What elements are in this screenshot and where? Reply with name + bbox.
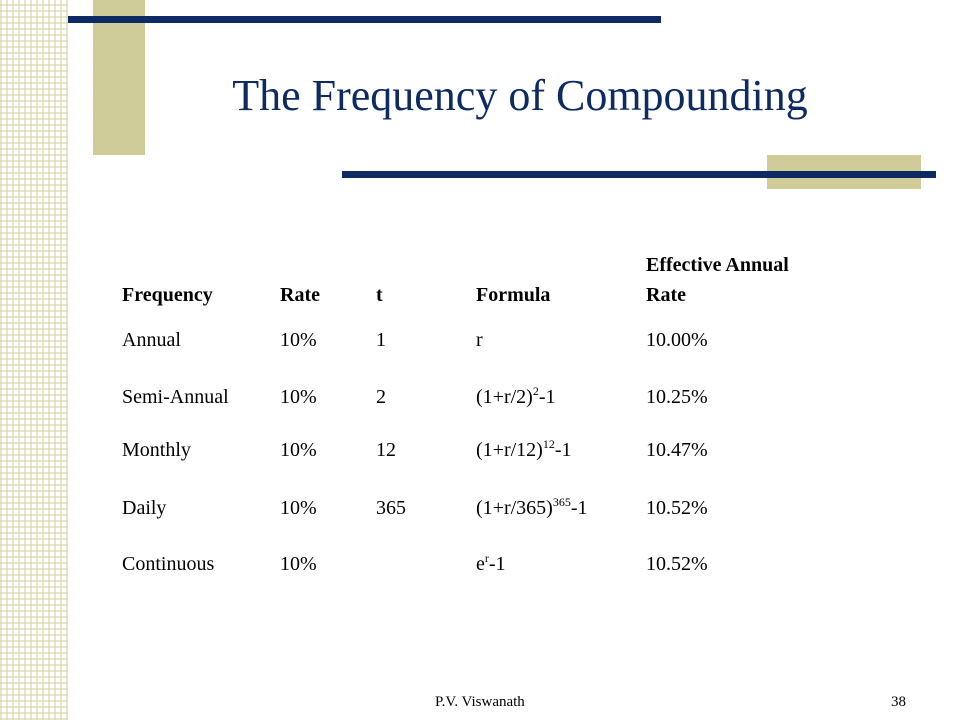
formula-tail: -1	[538, 385, 556, 408]
formula-base: (1+r/2)	[476, 385, 533, 408]
cell-formula: (1+r/12)12-1	[470, 424, 640, 476]
header-rate: Rate	[280, 284, 320, 306]
cell-rate: 10%	[280, 385, 317, 408]
cell-effective-rate: 10.47%	[646, 438, 708, 461]
cell-frequency: Continuous	[122, 552, 215, 575]
bottom-rule	[342, 171, 936, 178]
cell-t: 1	[376, 328, 386, 351]
formula-exponent: r	[484, 550, 489, 565]
formula-base: (1+r/12)	[476, 438, 543, 461]
cell-t	[370, 540, 470, 588]
table-row: Semi-Annual 10% 2 (1+r/2)2-1 10.25%	[116, 370, 842, 424]
formula-base: e	[476, 552, 485, 575]
cell-formula: r	[470, 310, 640, 370]
cell-frequency: Annual	[122, 328, 181, 351]
table-row: Daily 10% 365 (1+r/365)365-1 10.52%	[116, 476, 842, 540]
header-t: t	[376, 284, 383, 306]
table-row: Continuous 10% er-1 10.52%	[116, 540, 842, 588]
table-row: Annual 10% 1 r 10.00%	[116, 310, 842, 370]
slide-title: The Frequency of Compounding	[232, 71, 808, 120]
formula-tail: -1	[554, 438, 572, 461]
compounding-table: Frequency Rate t Formula Effective Annua…	[116, 246, 842, 588]
footer-author: P.V. Viswanath	[435, 694, 525, 710]
side-stripe-pattern	[0, 0, 68, 720]
header-effective-line1: Effective Annual	[646, 254, 789, 276]
page-number: 38	[891, 694, 906, 710]
cell-formula: (1+r/2)2-1	[470, 370, 640, 424]
header-row: Frequency Rate t Formula Effective Annua…	[116, 246, 842, 310]
formula-tail: -1	[488, 552, 506, 575]
table-row: Monthly 10% 12 (1+r/12)12-1 10.47%	[116, 424, 842, 476]
header-effective-annual-rate: Effective Annual Rate	[640, 246, 842, 310]
formula-exponent: 2	[532, 383, 539, 398]
formula-tail: -1	[570, 496, 588, 519]
cell-rate: 10%	[280, 438, 317, 461]
header-effective-line2: Rate	[646, 284, 686, 306]
cell-frequency: Daily	[122, 496, 167, 519]
header-formula: Formula	[476, 284, 551, 306]
cell-formula: (1+r/365)365-1	[470, 476, 640, 540]
header-frequency: Frequency	[122, 284, 213, 306]
formula-exponent: 365	[552, 494, 571, 509]
formula-exponent: 12	[542, 436, 555, 451]
formula-base: (1+r/365)	[476, 496, 553, 519]
cell-frequency: Monthly	[122, 438, 191, 461]
cell-t: 12	[376, 438, 396, 461]
top-rule	[68, 16, 661, 23]
cell-formula: er-1	[470, 540, 640, 588]
cell-rate: 10%	[280, 328, 317, 351]
cell-rate: 10%	[280, 496, 317, 519]
cell-t: 365	[376, 496, 406, 519]
cell-rate: 10%	[280, 552, 317, 575]
cell-effective-rate: 10.25%	[646, 385, 708, 408]
cell-effective-rate: 10.00%	[646, 328, 708, 351]
tan-block-top	[93, 0, 145, 155]
cell-effective-rate: 10.52%	[646, 496, 708, 519]
cell-frequency: Semi-Annual	[122, 385, 229, 408]
formula-base: r	[476, 328, 483, 351]
cell-effective-rate: 10.52%	[646, 552, 708, 575]
cell-t: 2	[376, 385, 386, 408]
